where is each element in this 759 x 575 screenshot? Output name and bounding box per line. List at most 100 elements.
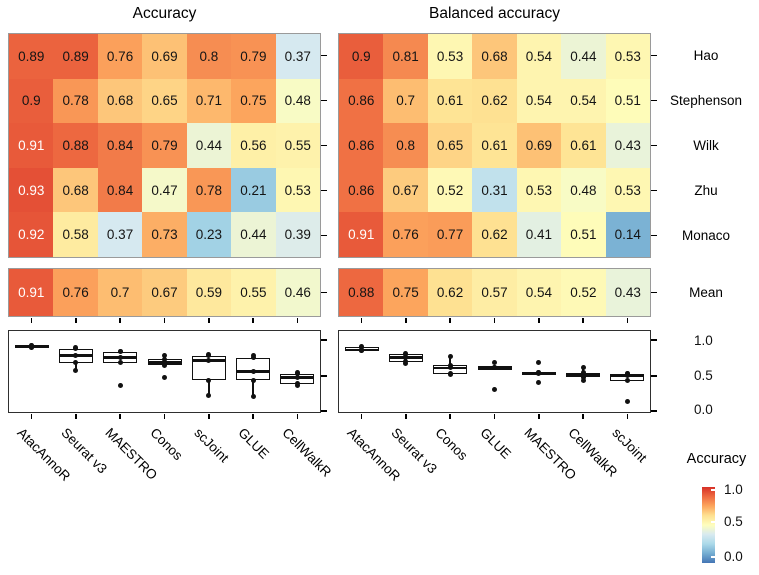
data-point bbox=[73, 360, 79, 366]
column-tick bbox=[163, 317, 166, 323]
panel-title-accuracy: Accuracy bbox=[132, 5, 197, 22]
data-point bbox=[580, 365, 586, 371]
heatmap-main: 0.89 0.89 0.76 0.69 0.8 0.79 0.37 0.9 0.78 0.68 0.… bbox=[8, 33, 321, 258]
heatmap-cell: 0.37 bbox=[97, 212, 143, 257]
row-label: Stephenson bbox=[669, 92, 743, 108]
row-label-mean: Mean bbox=[689, 284, 723, 300]
column-tick bbox=[208, 413, 210, 419]
column-tick bbox=[119, 317, 121, 323]
heatmap-cell: 0.78 bbox=[53, 78, 98, 124]
column-tick bbox=[119, 413, 121, 419]
heatmap-cell: 0.53 bbox=[605, 34, 650, 79]
boxplot-y-tick bbox=[651, 410, 657, 412]
heatmap-cell: 0.76 bbox=[383, 212, 428, 257]
column-tick bbox=[252, 413, 254, 419]
heatmap-cell: 0.78 bbox=[186, 167, 232, 213]
heatmap-row-tick bbox=[321, 54, 327, 57]
column-tick bbox=[626, 413, 629, 419]
column-tick bbox=[296, 413, 299, 419]
data-point bbox=[162, 362, 167, 368]
data-point bbox=[117, 349, 123, 355]
column-tick bbox=[626, 317, 629, 323]
data-point bbox=[117, 382, 123, 388]
heatmap-main: 0.9 0.81 0.53 0.68 0.54 0.44 0.53 0.86 0.7 0.61 0.… bbox=[338, 33, 651, 258]
data-point bbox=[206, 377, 212, 383]
x-axis-label: scJoint bbox=[609, 425, 651, 466]
column-tick bbox=[582, 413, 584, 419]
whisker bbox=[582, 367, 584, 373]
heatmap-cell: 0.59 bbox=[186, 269, 232, 316]
heatmap-cell: 0.76 bbox=[97, 34, 143, 79]
heatmap-cell: 0.91 bbox=[9, 123, 54, 168]
heatmap-cell: 0.54 bbox=[516, 269, 562, 316]
data-point bbox=[403, 351, 409, 357]
column-tick bbox=[538, 317, 540, 323]
heatmap-cell: 0.68 bbox=[472, 34, 517, 79]
column-tick bbox=[163, 413, 166, 419]
column-tick bbox=[582, 317, 584, 323]
data-point bbox=[294, 374, 300, 380]
boxplot-y-tick bbox=[651, 339, 657, 341]
data-point bbox=[250, 355, 256, 361]
heatmap-cell: 0.54 bbox=[516, 78, 562, 124]
panel-title-balanced-accuracy: Balanced accuracy bbox=[429, 5, 560, 22]
data-point bbox=[447, 354, 453, 360]
data-point bbox=[536, 379, 542, 385]
data-point bbox=[206, 351, 212, 357]
heatmap-cell: 0.69 bbox=[142, 34, 187, 79]
column-tick bbox=[296, 317, 299, 323]
heatmap-cell: 0.79 bbox=[231, 34, 276, 79]
heatmap-cell: 0.84 bbox=[97, 123, 143, 168]
data-point bbox=[536, 370, 542, 376]
data-point bbox=[492, 360, 497, 366]
heatmap-cell: 0.46 bbox=[275, 269, 320, 316]
heatmap-cell: 0.31 bbox=[472, 167, 517, 213]
data-point bbox=[359, 347, 365, 353]
heatmap-cell: 0.44 bbox=[561, 34, 606, 79]
heatmap-cell: 0.53 bbox=[605, 167, 650, 213]
heatmap-cell: 0.47 bbox=[142, 167, 187, 213]
data-point bbox=[162, 352, 167, 358]
column-tick bbox=[30, 413, 33, 419]
column-tick bbox=[30, 317, 33, 323]
heatmap-cell: 0.39 bbox=[275, 212, 320, 257]
heatmap-cell: 0.86 bbox=[339, 123, 384, 168]
row-label: Zhu bbox=[694, 182, 718, 198]
data-point bbox=[162, 375, 167, 381]
heatmap-cell: 0.61 bbox=[561, 123, 606, 168]
heatmap-cell: 0.51 bbox=[561, 212, 606, 257]
heatmap-cell: 0.88 bbox=[339, 269, 384, 316]
heatmap-cell: 0.92 bbox=[9, 212, 54, 257]
data-point bbox=[294, 381, 300, 387]
heatmap-cell: 0.23 bbox=[186, 212, 232, 257]
data-point bbox=[359, 344, 365, 349]
column-tick bbox=[538, 413, 540, 419]
x-axis-label: GLUE bbox=[235, 425, 273, 462]
legend-colorbar-notch bbox=[711, 489, 715, 491]
data-point bbox=[492, 386, 497, 392]
x-axis-label: GLUE bbox=[476, 425, 514, 462]
heatmap-cell: 0.53 bbox=[427, 34, 473, 79]
column-tick bbox=[75, 317, 77, 323]
data-point bbox=[624, 399, 630, 405]
heatmap-cell: 0.56 bbox=[231, 123, 276, 168]
data-point bbox=[206, 392, 212, 398]
boxplot-y-tick bbox=[321, 375, 327, 377]
heatmap-cell: 0.55 bbox=[231, 269, 276, 316]
heatmap-cell: 0.41 bbox=[516, 212, 562, 257]
legend-colorbar-notch bbox=[711, 521, 715, 523]
heatmap-cell: 0.52 bbox=[561, 269, 606, 316]
x-axis-label: scJoint bbox=[191, 425, 232, 466]
data-point bbox=[73, 345, 79, 351]
heatmap-row-tick bbox=[651, 234, 657, 237]
heatmap-cell: 0.9 bbox=[339, 34, 384, 79]
heatmap-cell: 0.7 bbox=[97, 269, 143, 316]
heatmap-cell: 0.8 bbox=[383, 123, 428, 168]
data-point bbox=[206, 358, 212, 364]
heatmap-cell: 0.71 bbox=[186, 78, 232, 124]
boxplot-panel bbox=[8, 330, 321, 413]
heatmap-row-tick bbox=[321, 144, 327, 147]
whisker bbox=[208, 380, 210, 396]
whisker bbox=[449, 356, 451, 366]
heatmap-cell: 0.75 bbox=[383, 269, 428, 316]
